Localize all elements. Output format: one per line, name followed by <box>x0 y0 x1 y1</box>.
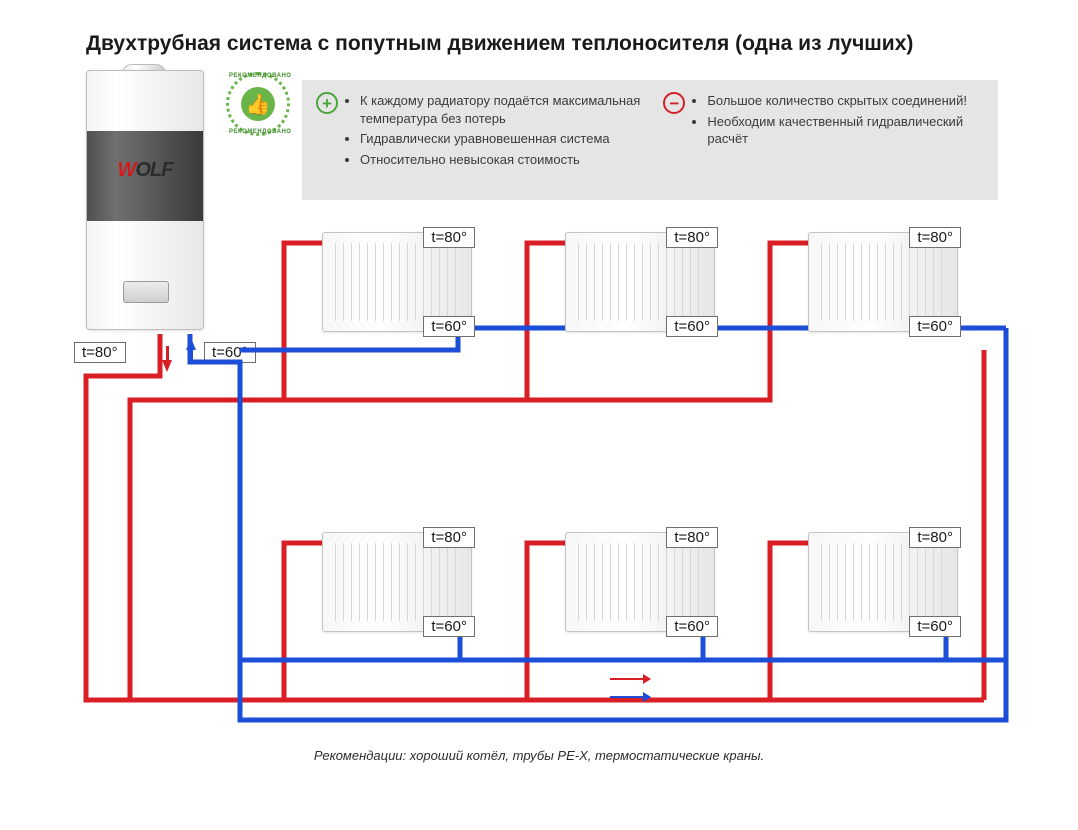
boiler-control-panel <box>123 281 169 303</box>
recommendation-footnote: Рекомендации: хороший котёл, трубы PE-X,… <box>0 748 1078 763</box>
radiator-inlet-temp: t=80° <box>909 527 961 548</box>
radiator-outlet-temp: t=60° <box>423 616 475 637</box>
flow-arrow-cold-icon <box>610 696 650 698</box>
radiator-bottom-2: t=80° t=60° <box>565 532 715 632</box>
page-title: Двухтрубная система с попутным движением… <box>86 32 913 56</box>
cons-list: Большое количество скрытых соединений! Н… <box>693 92 984 188</box>
info-panel: + К каждому радиатору подаётся максималь… <box>302 80 998 200</box>
logo-w: W <box>118 159 136 181</box>
flow-arrow-hot-icon <box>610 678 650 680</box>
boiler-supply-temp: t=80° <box>74 342 126 363</box>
boiler-unit: WOLF <box>86 70 204 330</box>
radiator-inlet-temp: t=80° <box>666 227 718 248</box>
logo-olf: OLF <box>135 159 172 181</box>
radiator-outlet-temp: t=60° <box>909 316 961 337</box>
thumbs-up-icon: 👍 <box>241 87 275 121</box>
radiator-inlet-temp: t=80° <box>909 227 961 248</box>
badge-bottom-text: РЕКОМЕНДОВАНО <box>229 129 287 135</box>
pros-item: Относительно невысокая стоимость <box>360 151 663 169</box>
supply-arrow-down-icon <box>162 360 172 372</box>
boiler-logo: WOLF <box>87 159 203 182</box>
radiator-top-3: t=80° t=60° <box>808 232 958 332</box>
radiator-top-2: t=80° t=60° <box>565 232 715 332</box>
radiator-outlet-temp: t=60° <box>666 616 718 637</box>
radiator-bottom-3: t=80° t=60° <box>808 532 958 632</box>
radiator-top-1: t=80° t=60° <box>322 232 472 332</box>
return-arrow-up-icon <box>186 338 196 350</box>
pros-item: К каждому радиатору подаётся максимальна… <box>360 92 663 127</box>
pros-column: + К каждому радиатору подаётся максималь… <box>316 92 663 188</box>
pros-item: Гидравлически уравновешенная система <box>360 130 663 148</box>
pros-list: К каждому радиатору подаётся максимальна… <box>346 92 663 188</box>
cons-item: Необходим качественный гидравлический ра… <box>707 113 984 148</box>
radiator-outlet-temp: t=60° <box>909 616 961 637</box>
cons-item: Большое количество скрытых соединений! <box>707 92 984 110</box>
cons-column: − Большое количество скрытых соединений!… <box>663 92 984 188</box>
badge-top-text: РЕКОМЕНДОВАНО <box>229 73 287 79</box>
radiator-outlet-temp: t=60° <box>666 316 718 337</box>
boiler-return-temp: t=60° <box>204 342 256 363</box>
plus-icon: + <box>316 92 338 114</box>
radiator-outlet-temp: t=60° <box>423 316 475 337</box>
recommended-badge: РЕКОМЕНДОВАНО 👍 РЕКОМЕНДОВАНО <box>226 72 290 136</box>
radiator-inlet-temp: t=80° <box>423 227 475 248</box>
radiator-bottom-1: t=80° t=60° <box>322 532 472 632</box>
radiator-inlet-temp: t=80° <box>423 527 475 548</box>
minus-icon: − <box>663 92 685 114</box>
boiler-body: WOLF <box>86 70 204 330</box>
radiator-inlet-temp: t=80° <box>666 527 718 548</box>
